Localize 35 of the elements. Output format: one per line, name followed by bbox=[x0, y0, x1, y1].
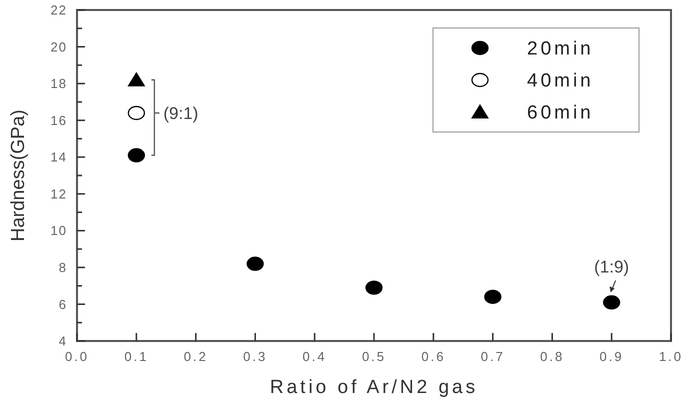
annotation: (1:9) bbox=[594, 257, 630, 276]
x-tick-label: 0.1 bbox=[124, 349, 148, 364]
y-tick-label: 18 bbox=[50, 76, 67, 92]
x-tick-label: 1.0 bbox=[658, 349, 684, 364]
legend-label: 40min bbox=[527, 70, 594, 92]
point bbox=[128, 72, 145, 86]
y-tick-label: 6 bbox=[58, 296, 67, 312]
x-tick-label: 0.6 bbox=[421, 349, 446, 364]
x-tick-label: 0.7 bbox=[480, 349, 505, 364]
x-tick-label: 0.9 bbox=[600, 349, 624, 364]
annotation: (9:1) bbox=[163, 104, 198, 123]
legend-label: 20min bbox=[527, 38, 594, 60]
legend-label: 60min bbox=[527, 102, 594, 124]
y-tick-label: 10 bbox=[50, 223, 67, 238]
x-tick-label: 0.0 bbox=[64, 349, 90, 364]
x-tick-label: 0.3 bbox=[243, 349, 268, 364]
y-tick-label: 20 bbox=[50, 39, 67, 54]
point bbox=[128, 148, 145, 162]
y-tick-label: 14 bbox=[50, 150, 67, 165]
y-tick-label: 4 bbox=[58, 334, 67, 349]
x-tick-label: 0.8 bbox=[540, 349, 564, 364]
point bbox=[365, 280, 383, 295]
point bbox=[128, 106, 145, 120]
point bbox=[484, 290, 502, 304]
y-tick-label: 22 bbox=[50, 2, 67, 18]
x-tick-label: 0.5 bbox=[362, 349, 386, 364]
point bbox=[603, 295, 620, 310]
x-tick-label: 0.2 bbox=[184, 349, 208, 364]
y-axis-title: Hardness(GPa) bbox=[8, 110, 29, 242]
x-tick-label: 0.4 bbox=[302, 349, 327, 364]
x-axis-title: Ratio of Ar/N2 gas bbox=[270, 377, 478, 398]
y-tick-label: 16 bbox=[50, 112, 67, 128]
y-tick-label: 8 bbox=[58, 260, 67, 275]
y-tick-label: 12 bbox=[50, 186, 67, 202]
point bbox=[246, 256, 264, 271]
